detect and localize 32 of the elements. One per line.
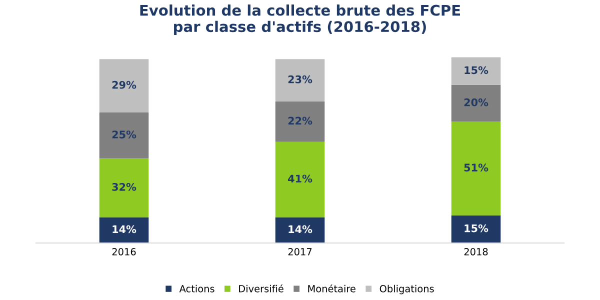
bar xyxy=(451,84,501,122)
data-label: 29% xyxy=(112,80,136,89)
bar xyxy=(451,57,501,85)
data-label: 15% xyxy=(464,66,488,74)
bar xyxy=(99,158,149,218)
x-tick-label: 2017 xyxy=(288,248,312,256)
data-label: 20% xyxy=(464,98,488,106)
data-label: 15% xyxy=(464,224,488,232)
legend-label: Actions xyxy=(179,284,214,292)
bar xyxy=(275,217,325,243)
chart-title: Evolution de la collecte brute des FCPE par classe d'actifs (2016-2018) xyxy=(140,4,460,35)
legend-label: Obligations xyxy=(380,284,434,294)
data-label: 14% xyxy=(112,225,136,234)
legend-label: Monétaire xyxy=(308,284,356,292)
bar xyxy=(451,215,501,243)
x-tick-label: 2018 xyxy=(464,248,488,256)
bar xyxy=(451,122,501,216)
x-tick-label: 2016 xyxy=(112,248,136,256)
data-label: 23% xyxy=(288,75,312,84)
data-label: 25% xyxy=(112,130,136,138)
bar xyxy=(99,59,149,112)
bar xyxy=(275,142,325,218)
data-label: 14% xyxy=(288,225,312,234)
data-label: 22% xyxy=(288,116,312,125)
data-label: 41% xyxy=(288,174,312,183)
data-label: 32% xyxy=(112,182,136,191)
bar xyxy=(99,112,149,158)
legend-label: Diversifié xyxy=(239,284,284,292)
bar xyxy=(275,59,325,102)
bar xyxy=(275,101,325,142)
bar xyxy=(99,217,149,243)
data-label: 51% xyxy=(464,164,488,172)
